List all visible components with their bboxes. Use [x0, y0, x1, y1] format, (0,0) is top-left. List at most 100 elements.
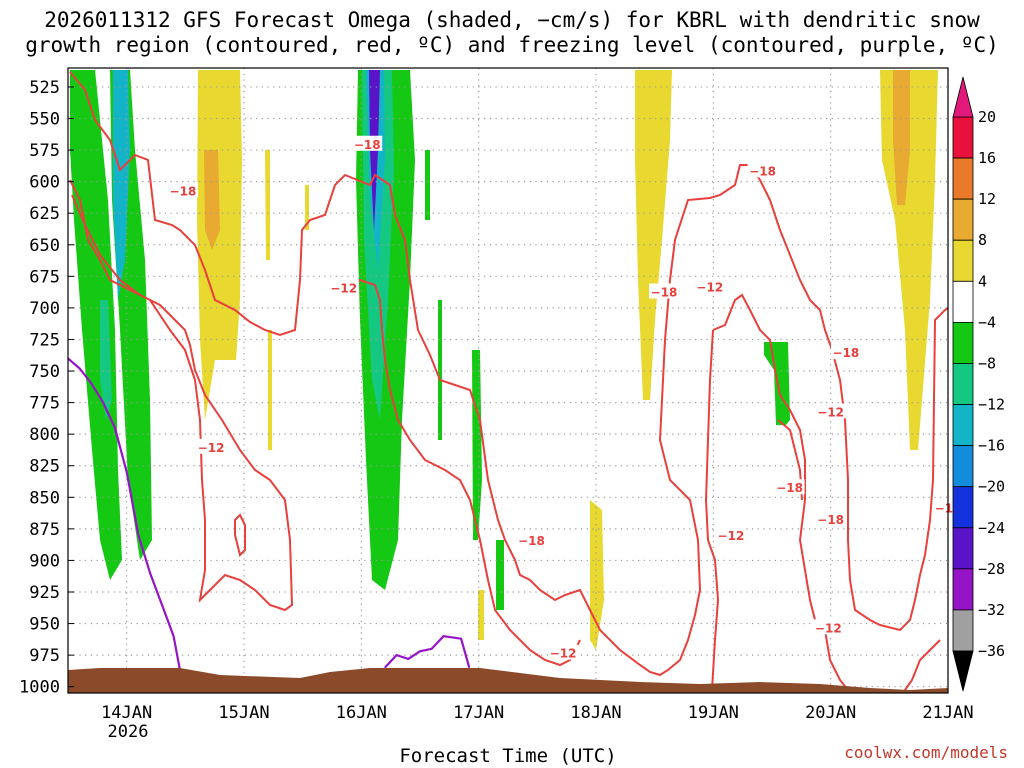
y-tick-label: 800: [29, 425, 60, 445]
colorbar-label: 16: [978, 149, 996, 167]
contour-label-text: −18: [170, 184, 197, 198]
contour-label-text: −12: [550, 647, 577, 661]
contour-label: −12: [548, 644, 579, 661]
contour-label: −12: [328, 279, 359, 296]
colorbar-segment: [952, 116, 974, 159]
contour-label: −18: [352, 135, 383, 152]
contour-label-bg: [167, 182, 198, 198]
colorbar-label: 4: [978, 272, 987, 290]
omega-region: [100, 300, 112, 420]
y-tick-label: 900: [29, 551, 60, 571]
y-tick-label: 775: [29, 394, 60, 414]
contour-label-bg: [747, 162, 778, 178]
contour-label-text: −18: [354, 138, 381, 152]
y-tick-label: 650: [29, 236, 60, 256]
colorbar-segment: [952, 198, 974, 241]
omega-region: [472, 350, 482, 540]
omega-region: [265, 150, 270, 260]
grid-lines: [68, 68, 949, 693]
contour-label-text: −12: [718, 529, 745, 543]
y-tick-label: 625: [29, 204, 60, 224]
colorbar-segment: [952, 321, 974, 364]
omega-region: [305, 185, 309, 230]
contour-label-text: −12: [696, 280, 723, 294]
colorbar-label: −36: [978, 642, 1005, 660]
omega-region: [880, 70, 938, 450]
contour-label-bg: [815, 510, 846, 526]
contour-label: −18: [830, 344, 861, 360]
colorbar-segment: [952, 568, 974, 611]
y-tick-label: 525: [29, 78, 60, 98]
contour-label: −12: [815, 403, 846, 419]
x-tick-label: 14JAN: [101, 703, 152, 723]
contour-label-bg: [815, 403, 846, 419]
y-tick-label: 700: [29, 299, 60, 319]
x-tick-label: 18JAN: [570, 703, 621, 723]
colorbar-segment: [952, 239, 974, 282]
contour-label-bg: [516, 532, 547, 548]
colorbar-label: −20: [978, 478, 1005, 496]
x-tick-label: 20JAN: [805, 703, 856, 723]
colorbar-segment: [952, 157, 974, 200]
x-tick-label: 15JAN: [218, 703, 269, 723]
contour-label: −18: [774, 479, 805, 495]
colorbar-label: −16: [978, 437, 1005, 455]
contour-label-bg: [196, 438, 227, 454]
x-tick-label: 19JAN: [688, 703, 739, 723]
contour-label-bg: [328, 279, 359, 295]
omega-region: [70, 70, 122, 580]
y-tick-label: 725: [29, 330, 60, 350]
omega-region: [268, 330, 272, 450]
y-tick-label: 950: [29, 615, 60, 635]
contour-label-bg: [694, 278, 725, 294]
y-tick-label: 675: [29, 267, 60, 287]
y-tick-label: 600: [29, 173, 60, 193]
contour-label-bg: [715, 527, 746, 543]
contour-label: −18: [747, 162, 778, 178]
omega-region: [113, 70, 130, 300]
x-tick-label: 21JAN: [922, 703, 973, 723]
contour-label-bg: [352, 135, 383, 151]
plot-frame: [67, 67, 949, 694]
omega-region: [438, 300, 442, 440]
contour-label-bg: [649, 283, 680, 299]
colorbar-top-arrow: [952, 76, 974, 118]
y-tick-label: 825: [29, 457, 60, 477]
omega-region: [425, 150, 430, 220]
colorbar-label: −8: [978, 354, 996, 372]
colorbar-label: −4: [978, 313, 996, 331]
y-tick-label: 925: [29, 583, 60, 603]
colorbar-segment: [952, 280, 974, 323]
omega-region: [496, 540, 504, 610]
y-tick-label: 550: [29, 110, 60, 130]
contour-label-text: −18: [749, 164, 776, 178]
colorbar-segment: [952, 363, 974, 405]
omega-region: [204, 150, 220, 250]
colorbar-label: 12: [978, 190, 996, 208]
terrain-surface: [68, 668, 948, 693]
omega-region: [478, 590, 484, 640]
contour-label: −18: [815, 510, 846, 527]
y-tick-label: 850: [29, 488, 60, 508]
y-tick-label: 975: [29, 646, 60, 666]
omega-shading: [70, 70, 938, 650]
colorbar-label: −24: [978, 519, 1005, 537]
colorbar-bottom-arrow: [952, 650, 974, 692]
contour-label: −18: [516, 532, 547, 548]
contour-label-text: −18: [518, 534, 545, 548]
contour-label-text: −12: [815, 621, 842, 635]
x-year-label: 2026: [108, 722, 149, 742]
contour-label: −12: [196, 438, 227, 455]
colorbar-segment: [952, 404, 974, 447]
contour-label-bg: [830, 344, 861, 360]
x-tick-label: 17JAN: [453, 703, 504, 723]
contour-label-text: −12: [817, 405, 844, 419]
contour-label: −18: [649, 283, 680, 299]
colorbar-segment: [952, 527, 974, 570]
contour-label-text: −18: [776, 481, 803, 495]
contour-label: −12: [715, 527, 746, 543]
y-tick-label: 575: [29, 141, 60, 161]
colorbar-label: −12: [978, 396, 1005, 414]
y-tick-label: 1000: [19, 678, 60, 698]
x-axis-label: Forecast Time (UTC): [399, 745, 616, 767]
